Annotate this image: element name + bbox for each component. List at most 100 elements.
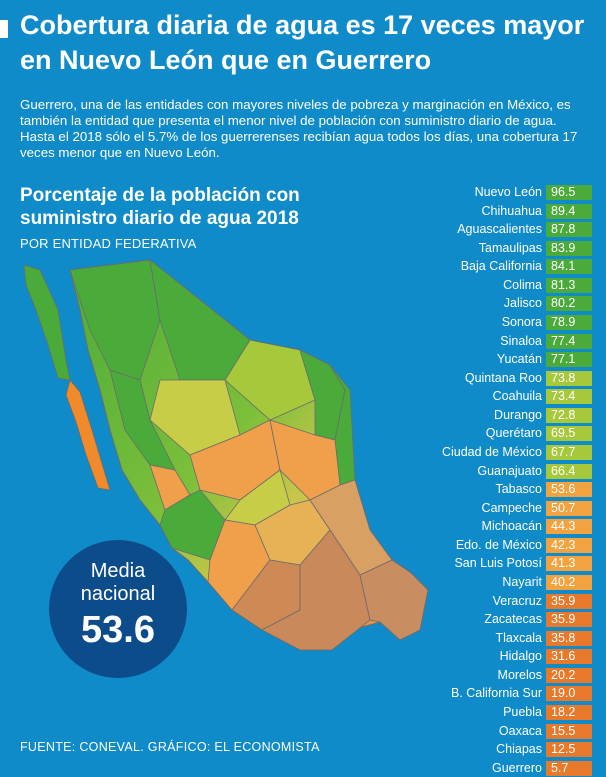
value-badge: 40.2 [546, 574, 592, 590]
value-badge: 83.9 [546, 240, 592, 256]
value-badge: 35.8 [546, 630, 592, 646]
badge-value: 53.6 [81, 609, 155, 651]
value-badge: 77.1 [546, 352, 592, 368]
ranking-row: Durango 72.8 [420, 407, 606, 424]
ranking-row: Sonora 78.9 [420, 314, 606, 331]
state-label: Aguascalientes [457, 222, 542, 237]
state-label: B. California Sur [450, 686, 542, 701]
state-label: Morelos [497, 667, 542, 682]
value-badge: 69.5 [546, 426, 592, 442]
ranking-row: San Luis Potosí 41.3 [420, 555, 606, 572]
value-badge: 89.4 [546, 203, 592, 219]
map-region-baja-california-sur [65, 379, 111, 491]
page-title: Cobertura diaria de agua es 17 veces may… [20, 10, 585, 75]
state-label: Durango [494, 407, 542, 422]
ranking-row: Puebla 18.2 [420, 704, 606, 721]
ranking-row: Ciudad de México 67.7 [420, 444, 606, 461]
state-label: Coahuila [492, 389, 542, 404]
map-region-baja-california [23, 264, 71, 381]
value-badge: 73.8 [546, 370, 592, 386]
chart-subtitle: POR ENTIDAD FEDERATIVA [20, 236, 197, 251]
state-label: Jalisco [503, 296, 542, 311]
ranking-row: Campeche 50.7 [420, 500, 606, 517]
state-label: Yucatán [496, 352, 542, 367]
state-label: Zacatecas [484, 612, 542, 627]
state-label: Chiapas [496, 742, 542, 757]
state-label: Ciudad de México [441, 444, 542, 459]
value-badge: 12.5 [546, 742, 592, 758]
value-badge: 73.4 [546, 389, 592, 405]
value-badge: 77.4 [546, 333, 592, 349]
state-label: Oaxaca [498, 723, 542, 738]
ranking-row: Veracruz 35.9 [420, 593, 606, 610]
ranking-row: Tamaulipas 83.9 [420, 240, 606, 257]
state-label: Puebla [503, 704, 542, 719]
badge-label-line2: nacional [80, 583, 156, 605]
value-badge: 31.6 [546, 649, 592, 665]
state-label: Sonora [501, 314, 542, 329]
ranking-row: Morelos 20.2 [420, 667, 606, 684]
ranking-row: Quintana Roo 73.8 [420, 370, 606, 387]
state-label: Tabasco [495, 482, 542, 497]
state-label: Campeche [481, 500, 542, 515]
state-label: Guerrero [491, 760, 542, 775]
ranking-row: Guanajuato 66.4 [420, 463, 606, 480]
ranking-row: Sinaloa 77.4 [420, 333, 606, 350]
ranking-row: Tabasco 53.6 [420, 481, 606, 498]
map-region-oaxaca [261, 529, 371, 651]
value-badge: 18.2 [546, 704, 592, 720]
state-label: Quintana Roo [464, 370, 542, 385]
state-label: Michoacán [481, 519, 542, 534]
ranking-row: Jalisco 80.2 [420, 295, 606, 312]
national-average-badge: Media nacional 53.6 [49, 540, 187, 678]
state-label: Edo. de México [455, 537, 542, 552]
value-badge: 80.2 [546, 296, 592, 312]
state-label: Tlaxcala [495, 630, 542, 645]
state-label: Veracruz [492, 593, 542, 608]
map-region-coahuila [224, 339, 316, 421]
value-badge: 35.9 [546, 593, 592, 609]
map-region-chiapas [359, 559, 429, 641]
mexico-map [23, 259, 429, 651]
ranking-row: Guerrero 5.7 [420, 760, 606, 777]
state-label: Nuevo León [474, 185, 542, 199]
value-badge: 35.9 [546, 612, 592, 628]
ranking-row: Colima 81.3 [420, 277, 606, 294]
value-badge: 41.3 [546, 556, 592, 572]
state-label: Nayarit [502, 574, 542, 589]
value-badge: 15.5 [546, 723, 592, 739]
value-badge: 20.2 [546, 667, 592, 683]
ranking-row: Oaxaca 15.5 [420, 723, 606, 740]
ranking-row: Aguascalientes 87.8 [420, 221, 606, 238]
value-badge: 81.3 [546, 277, 592, 293]
state-label: San Luis Potosí [454, 556, 542, 571]
ranking-row: Chiapas 12.5 [420, 741, 606, 758]
state-label: Guanajuato [477, 463, 542, 478]
ranking-row: Coahuila 73.4 [420, 388, 606, 405]
ranking-row: Nayarit 40.2 [420, 574, 606, 591]
value-badge: 67.7 [546, 444, 592, 460]
state-label: Querétaro [485, 426, 542, 441]
chart-title: Porcentaje de la población con suministr… [20, 185, 300, 229]
ranking-row: Tlaxcala 35.8 [420, 630, 606, 647]
ranking-row: Chihuahua 89.4 [420, 203, 606, 220]
value-badge: 84.1 [546, 259, 592, 275]
ranking-row: Hidalgo 31.6 [420, 648, 606, 665]
ranking-row: Edo. de México 42.3 [420, 537, 606, 554]
source-note: FUENTE: CONEVAL. GRÁFICO: EL ECONOMISTA [20, 740, 320, 754]
ranking-row: Zacatecas 35.9 [420, 611, 606, 628]
ranking-row: Nuevo León 96.5 [420, 184, 606, 201]
ranking-row: Querétaro 69.5 [420, 425, 606, 442]
title-accent-bar [0, 20, 8, 38]
ranking-row: B. California Sur 19.0 [420, 685, 606, 702]
value-badge: 96.5 [546, 185, 592, 200]
badge-label-line1: Media [90, 560, 146, 582]
ranking-row: Michoacán 44.3 [420, 518, 606, 535]
value-badge: 50.7 [546, 500, 592, 516]
state-label: Hidalgo [499, 649, 542, 664]
state-label: Tamaulipas [478, 240, 542, 255]
intro-paragraph: Guerrero, una de las entidades con mayor… [20, 97, 578, 160]
ranking-row: Baja California 84.1 [420, 258, 606, 275]
value-badge: 87.8 [546, 222, 592, 238]
value-badge: 72.8 [546, 407, 592, 423]
